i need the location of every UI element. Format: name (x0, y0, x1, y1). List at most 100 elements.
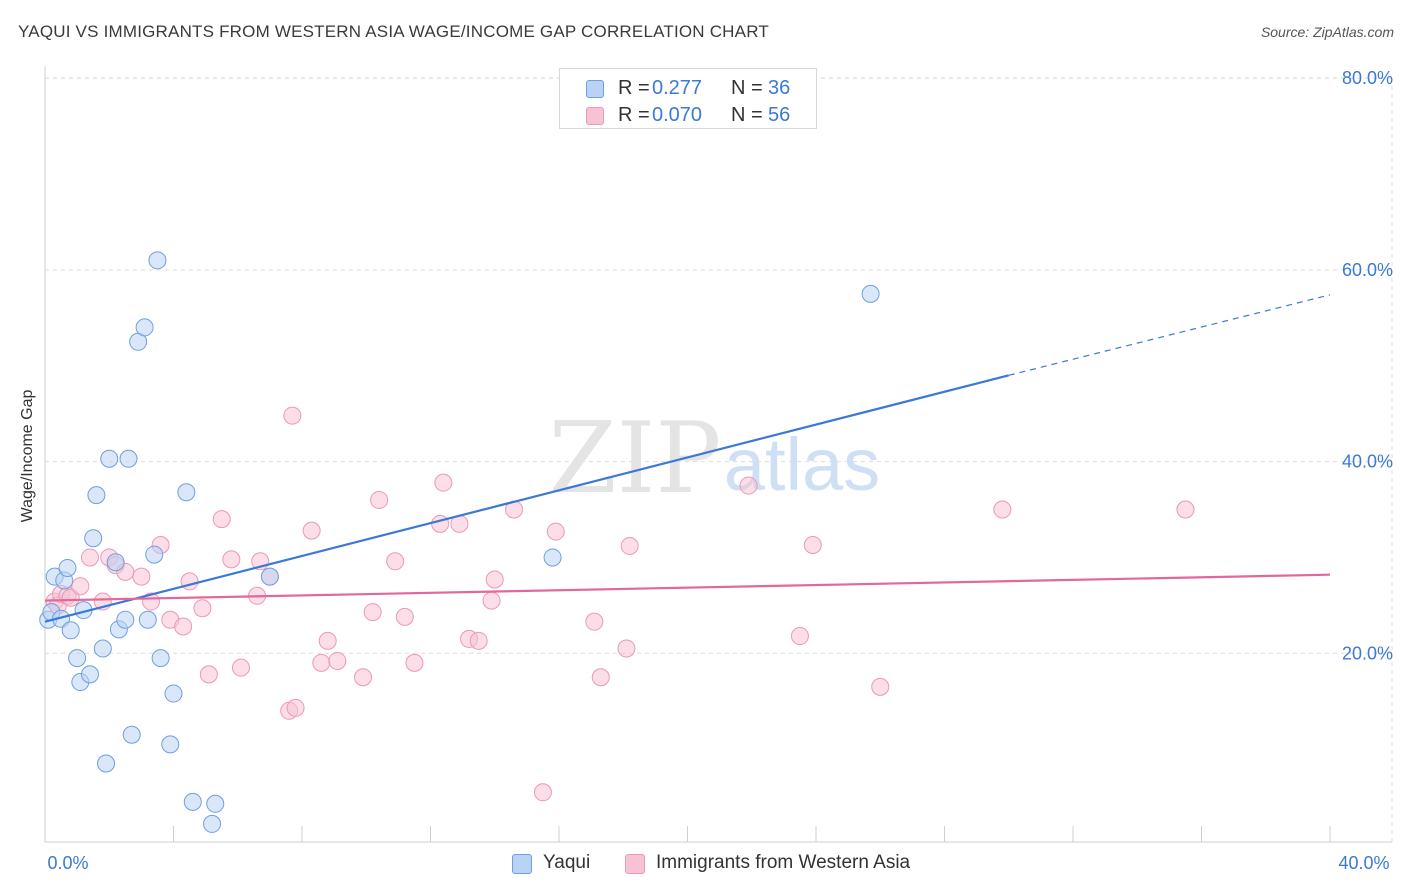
y-tick-label: 60.0% (1342, 260, 1393, 280)
immigrants-point (434, 473, 453, 492)
immigrants-point (469, 631, 488, 650)
legend-r-value: 0.070 (652, 104, 703, 126)
immigrants-point (193, 599, 212, 618)
immigrants-point (1176, 500, 1195, 519)
legend-n-value: 56 (768, 104, 791, 126)
yaqui-point (177, 483, 196, 502)
yaqui-point (116, 610, 135, 629)
immigrants-point (312, 653, 331, 672)
yaqui-point (206, 794, 225, 813)
immigrants-point (283, 406, 302, 425)
yaqui-point (68, 649, 87, 668)
yaqui-point (183, 792, 202, 811)
immigrants-point (370, 490, 389, 509)
immigrants-point (533, 783, 552, 802)
bottom-legend-swatch-yaqui (512, 854, 532, 874)
yaqui-point (106, 553, 125, 572)
yaqui-point (164, 684, 183, 703)
immigrants-point (386, 552, 405, 571)
immigrants-point (318, 631, 337, 650)
yaqui-point (145, 545, 164, 564)
immigrants-point (617, 639, 636, 658)
yaqui-point (161, 735, 180, 754)
y-tick-label: 80.0% (1342, 68, 1393, 88)
immigrants-point (739, 476, 758, 495)
yaqui-point (861, 284, 880, 303)
immigrants-point (431, 514, 450, 533)
immigrants-point (993, 500, 1012, 519)
yaqui-point (84, 529, 103, 548)
immigrants-point (591, 668, 610, 687)
yaqui-point (135, 318, 154, 337)
immigrants-point (80, 548, 99, 567)
immigrants-point (61, 588, 80, 607)
immigrants-point (871, 677, 890, 696)
immigrants-point (405, 653, 424, 672)
yaqui-point (100, 449, 119, 468)
legend-r-label: R = (618, 104, 650, 126)
immigrants-point (231, 658, 250, 677)
immigrants-point (485, 570, 504, 589)
yaqui-point (61, 621, 80, 640)
yaqui-trend-extension (1008, 294, 1331, 376)
bottom-legend-swatch-immigrants (625, 854, 645, 874)
immigrants-point (363, 603, 382, 622)
trend-lines (44, 294, 1331, 623)
x-tick-label-min: 0.0% (47, 853, 88, 873)
y-tick-labels: 20.0% 40.0% 60.0% 80.0% (1342, 68, 1393, 663)
y-tick-label: 40.0% (1342, 452, 1393, 472)
yaqui-point (148, 251, 167, 270)
immigrants-point (620, 536, 639, 555)
immigrants-point (132, 567, 151, 586)
yaqui-point (119, 449, 138, 468)
legend-row-yaqui: R = 0.277 N = 36 (560, 75, 816, 101)
immigrants-point (482, 591, 501, 610)
yaqui-point (87, 486, 106, 505)
source-label: Source: ZipAtlas.com (1260, 24, 1394, 40)
y-tick-label: 20.0% (1342, 643, 1393, 663)
yaqui-point (138, 610, 157, 629)
correlation-legend: R = 0.277 N = 36 R = 0.070 N = 56 (559, 68, 817, 129)
legend-n-value: 36 (768, 77, 791, 99)
watermark-zip: ZIP (549, 402, 722, 516)
immigrants-point (790, 627, 809, 646)
legend-r-label: R = (618, 77, 650, 99)
legend-swatch-immigrants (586, 107, 604, 125)
axes (44, 66, 1392, 843)
yaqui-point (93, 639, 112, 658)
immigrants-point (585, 612, 604, 631)
x-tick-labels: 0.0% 40.0% (47, 853, 1389, 873)
yaqui-point (260, 567, 279, 586)
immigrants-point (803, 535, 822, 554)
bottom-legend-label-yaqui: Yaqui (543, 852, 591, 873)
immigrants-point (395, 607, 414, 626)
yaqui-point (58, 558, 77, 577)
yaqui-point (151, 649, 170, 668)
immigrants-point (222, 550, 241, 569)
yaqui-point (543, 548, 562, 567)
bottom-legend-label-immigrants: Immigrants from Western Asia (656, 852, 911, 873)
immigrants-point (354, 668, 373, 687)
legend-swatch-yaqui (586, 80, 604, 98)
yaqui-point (80, 665, 99, 684)
immigrants-trend-line (44, 573, 1331, 602)
immigrants-point (286, 698, 305, 717)
immigrants-point (174, 617, 193, 636)
legend-row-immigrants: R = 0.070 N = 56 (560, 102, 816, 128)
immigrants-point (71, 577, 90, 596)
yaqui-point (122, 725, 141, 744)
yaqui-trend-line (44, 374, 1010, 623)
legend-n-label: N = (731, 104, 763, 126)
chart-title: YAQUI VS IMMIGRANTS FROM WESTERN ASIA WA… (18, 22, 769, 41)
yaqui-point (203, 814, 222, 833)
legend-n-label: N = (731, 77, 763, 99)
series-yaqui-points (39, 251, 880, 833)
immigrants-point (199, 665, 218, 684)
immigrants-point (546, 522, 565, 541)
immigrants-point (212, 510, 231, 529)
legend-r-value: 0.277 (652, 77, 703, 99)
immigrants-point (302, 521, 321, 540)
immigrants-point (328, 651, 347, 670)
x-tick-label-max: 40.0% (1338, 853, 1389, 873)
